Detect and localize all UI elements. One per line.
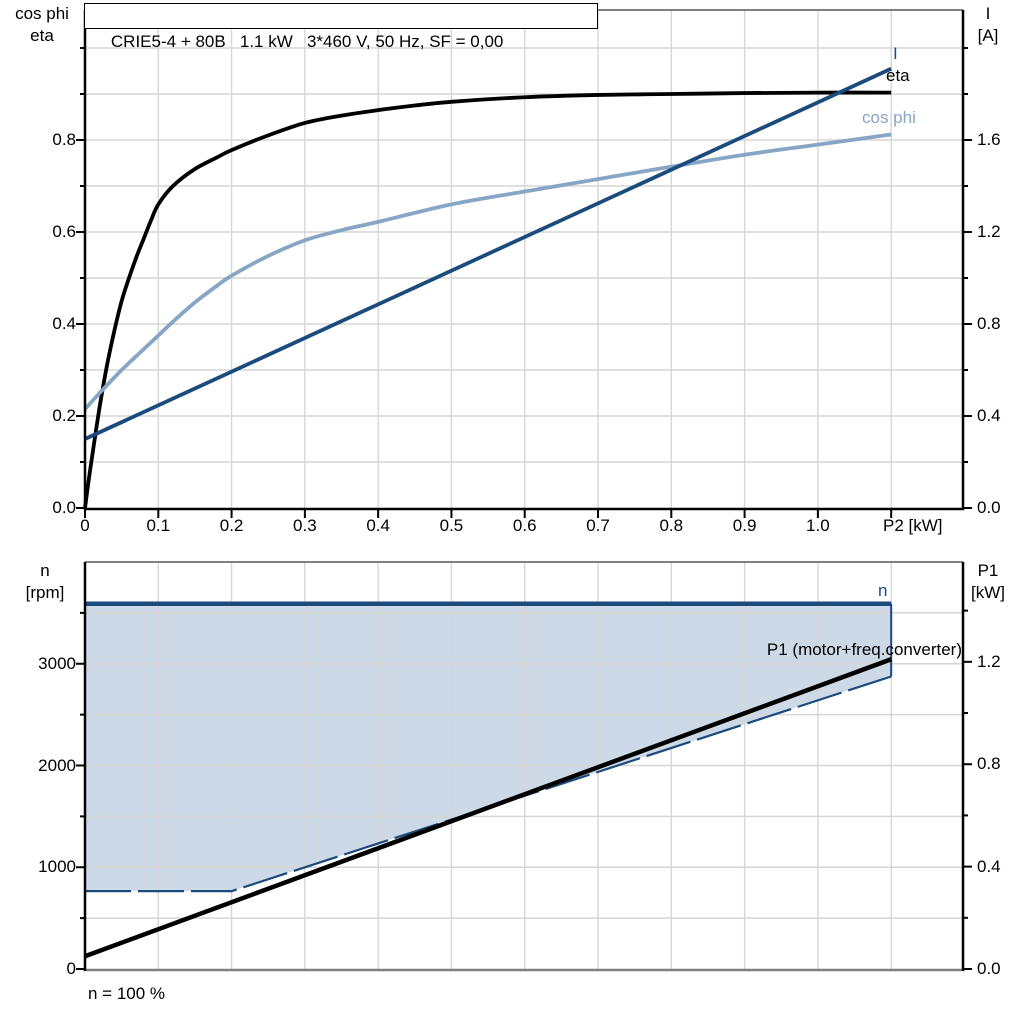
series-n-min-curve bbox=[85, 675, 892, 893]
series-cos-phi-curve bbox=[83, 132, 892, 411]
y-right-tick-label: 1.6 bbox=[977, 129, 1001, 149]
bottom-right-axis-title-line2: [kW] bbox=[971, 583, 1005, 602]
cosphi-curve-label: cos phi bbox=[862, 108, 916, 127]
x-tick-label: 0.6 bbox=[512, 516, 537, 535]
x-tick-label: 0.4 bbox=[366, 516, 390, 535]
eta-curve-label: eta bbox=[886, 66, 910, 85]
y-right-tick-label: 1.2 bbox=[977, 221, 1001, 241]
y-left-tick-label: 0.8 bbox=[52, 129, 76, 149]
x-tick-label: 0.3 bbox=[293, 516, 317, 535]
series-i-curve bbox=[84, 66, 892, 441]
y-right-tick-label: 0.0 bbox=[977, 959, 1001, 978]
speed-footnote: n = 100 % bbox=[88, 984, 166, 1003]
x-tick-label: 0.9 bbox=[732, 516, 757, 535]
y-left-tick-label: 0.6 bbox=[52, 221, 76, 241]
y-left-tick-label: 2000 bbox=[38, 755, 76, 775]
top-right-axis-title-line1: I bbox=[985, 4, 991, 23]
bottom-left-axis-title-line2: [rpm] bbox=[25, 583, 65, 602]
bottom-left-axis-title-line1: n bbox=[40, 561, 50, 580]
y-left-tick-label: 0 bbox=[66, 959, 76, 978]
y-right-tick-label: 0.8 bbox=[977, 754, 1001, 774]
x-tick-label: 0.2 bbox=[219, 516, 244, 535]
bottom-right-axis-title-line1: P1 bbox=[977, 561, 999, 580]
x-tick-label: 0.7 bbox=[586, 516, 610, 535]
y-left-tick-label: 0.2 bbox=[52, 405, 76, 425]
y-left-tick-label: 1000 bbox=[38, 857, 76, 877]
top-chart bbox=[76, 9, 972, 518]
y-right-tick-label: 0.8 bbox=[977, 313, 1001, 333]
x-tick-label: 0.8 bbox=[659, 516, 684, 535]
y-right-tick-label: 0.0 bbox=[977, 498, 1001, 517]
series-p1-motor-freq-converter--curve bbox=[84, 657, 892, 959]
x-axis-title: P2 [kW] bbox=[883, 516, 943, 535]
x-tick-label: 0.5 bbox=[439, 516, 464, 535]
chart-title-box: CRIE5-4 + 80B 1.1 kW 3*460 V, 50 Hz, SF … bbox=[84, 3, 598, 51]
series-eta-curve bbox=[83, 90, 892, 509]
top-left-axis-title-line1: cos phi bbox=[15, 4, 69, 23]
top-left-axis-title-line2: eta bbox=[30, 26, 54, 45]
top-grid bbox=[85, 10, 963, 508]
top-right-axis-title-line2: [A] bbox=[977, 26, 999, 45]
p1-curve-label: P1 (motor+freq.converter) bbox=[766, 640, 962, 659]
current-curve-label: I bbox=[893, 44, 898, 63]
y-left-tick-label: 0.0 bbox=[52, 498, 76, 517]
x-tick-label: 0 bbox=[80, 516, 90, 535]
y-left-tick-label: 0.4 bbox=[52, 313, 76, 333]
speed-curve-label: n bbox=[878, 581, 888, 600]
bottom-chart bbox=[76, 561, 972, 972]
operating-area-fill bbox=[85, 603, 892, 892]
bottom-grid bbox=[85, 562, 963, 969]
y-right-tick-label: 0.4 bbox=[977, 856, 1001, 876]
chart-title: CRIE5-4 + 80B 1.1 kW 3*460 V, 50 Hz, SF … bbox=[110, 32, 504, 51]
y-left-tick-label: 3000 bbox=[38, 653, 76, 673]
y-right-tick-label: 0.4 bbox=[977, 405, 1001, 425]
y-right-tick-label: 1.2 bbox=[977, 651, 1001, 671]
x-tick-label: 0.1 bbox=[146, 516, 171, 535]
x-tick-label: 1.0 bbox=[806, 516, 830, 535]
